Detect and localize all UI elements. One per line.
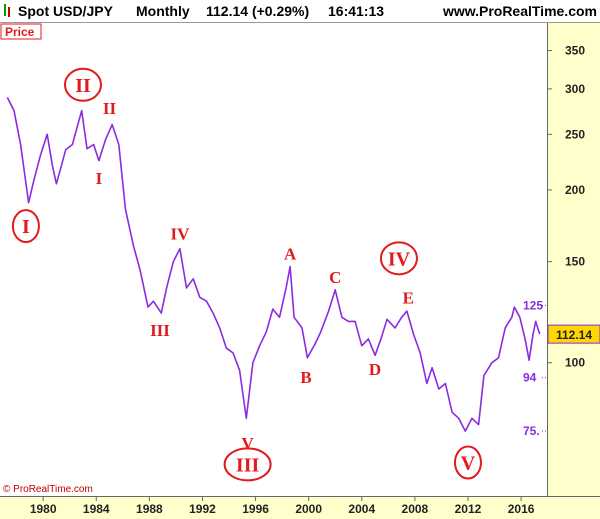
fib-level-label-bg [520,370,542,384]
fib-levels: 125 94 75. [520,298,546,438]
y-tick-label: 200 [565,183,585,197]
x-tick-label: 2012 [455,502,482,516]
wave-label-circle [223,447,272,482]
y-tick-label: 150 [565,255,585,269]
fib-level-label: 75. [523,424,540,438]
wave-label-circle [453,445,482,480]
wave-label-circle [379,241,418,276]
wave-label: E [403,288,414,307]
y-tick-label: 250 [565,127,585,141]
y-axis-panel [547,23,600,496]
wave-label: IV [170,224,190,243]
y-axis-ticks: 100 150 200 250 300 350 [547,43,585,370]
last-price-marker: 112.14 [547,324,600,344]
last-price-box [547,324,600,344]
y-tick-label: 300 [565,82,585,96]
plot-area [0,23,547,496]
y-tick-label: 350 [565,43,585,57]
fib-level-label-bg [520,298,542,312]
header-instrument: Spot USD/JPY [18,3,114,19]
copyright-note: © ProRealTime.com [3,484,93,495]
header-bar [0,0,600,22]
x-tick-label: 1996 [242,502,269,516]
y-tick-label: 100 [565,356,585,370]
wave-label: II [103,99,117,118]
wave-label: B [300,368,311,387]
candle-icon-red [8,7,10,17]
wave-label: A [284,244,297,263]
price-series-line [6,97,541,432]
header-quote: 112.14 (+0.29%) [206,3,309,19]
x-axis-ticks: 1980 1984 1988 1992 1996 2000 2004 2008 2012 2016 [30,496,535,516]
last-price-value: 112.14 [556,328,592,342]
price-tag [0,23,42,40]
wave-label: I [96,169,103,188]
wave-label: D [369,360,381,379]
header-site: www.ProRealTime.com [442,3,597,19]
wave-label: C [329,268,341,287]
x-axis-panel [0,496,600,519]
wave-label-circled: II [75,75,91,97]
header-time: 16:41:13 [328,3,384,19]
header-period: Monthly [136,3,190,19]
price-tag-label: Price [5,25,35,39]
candle-icon-green [4,4,6,16]
x-tick-label: 2008 [402,502,429,516]
fib-level-label-bg [520,424,542,438]
wave-label-circled: III [236,454,260,476]
x-tick-label: 1984 [83,502,110,516]
wave-label-circled: I [22,216,30,238]
fib-level-label: 94 [523,371,537,385]
wave-label-circled: IV [388,248,411,270]
wave-label-circle [11,209,40,244]
wave-label-circled: V [461,453,476,475]
x-tick-label: 1988 [136,502,163,516]
fib-level-label: 125 [523,298,543,312]
x-tick-label: 2016 [508,502,535,516]
wave-label-circle [63,67,102,102]
wave-label: III [150,321,170,340]
x-tick-label: 1980 [30,502,57,516]
x-tick-label: 2000 [295,502,322,516]
x-tick-label: 1992 [189,502,216,516]
x-tick-label: 2004 [348,502,375,516]
